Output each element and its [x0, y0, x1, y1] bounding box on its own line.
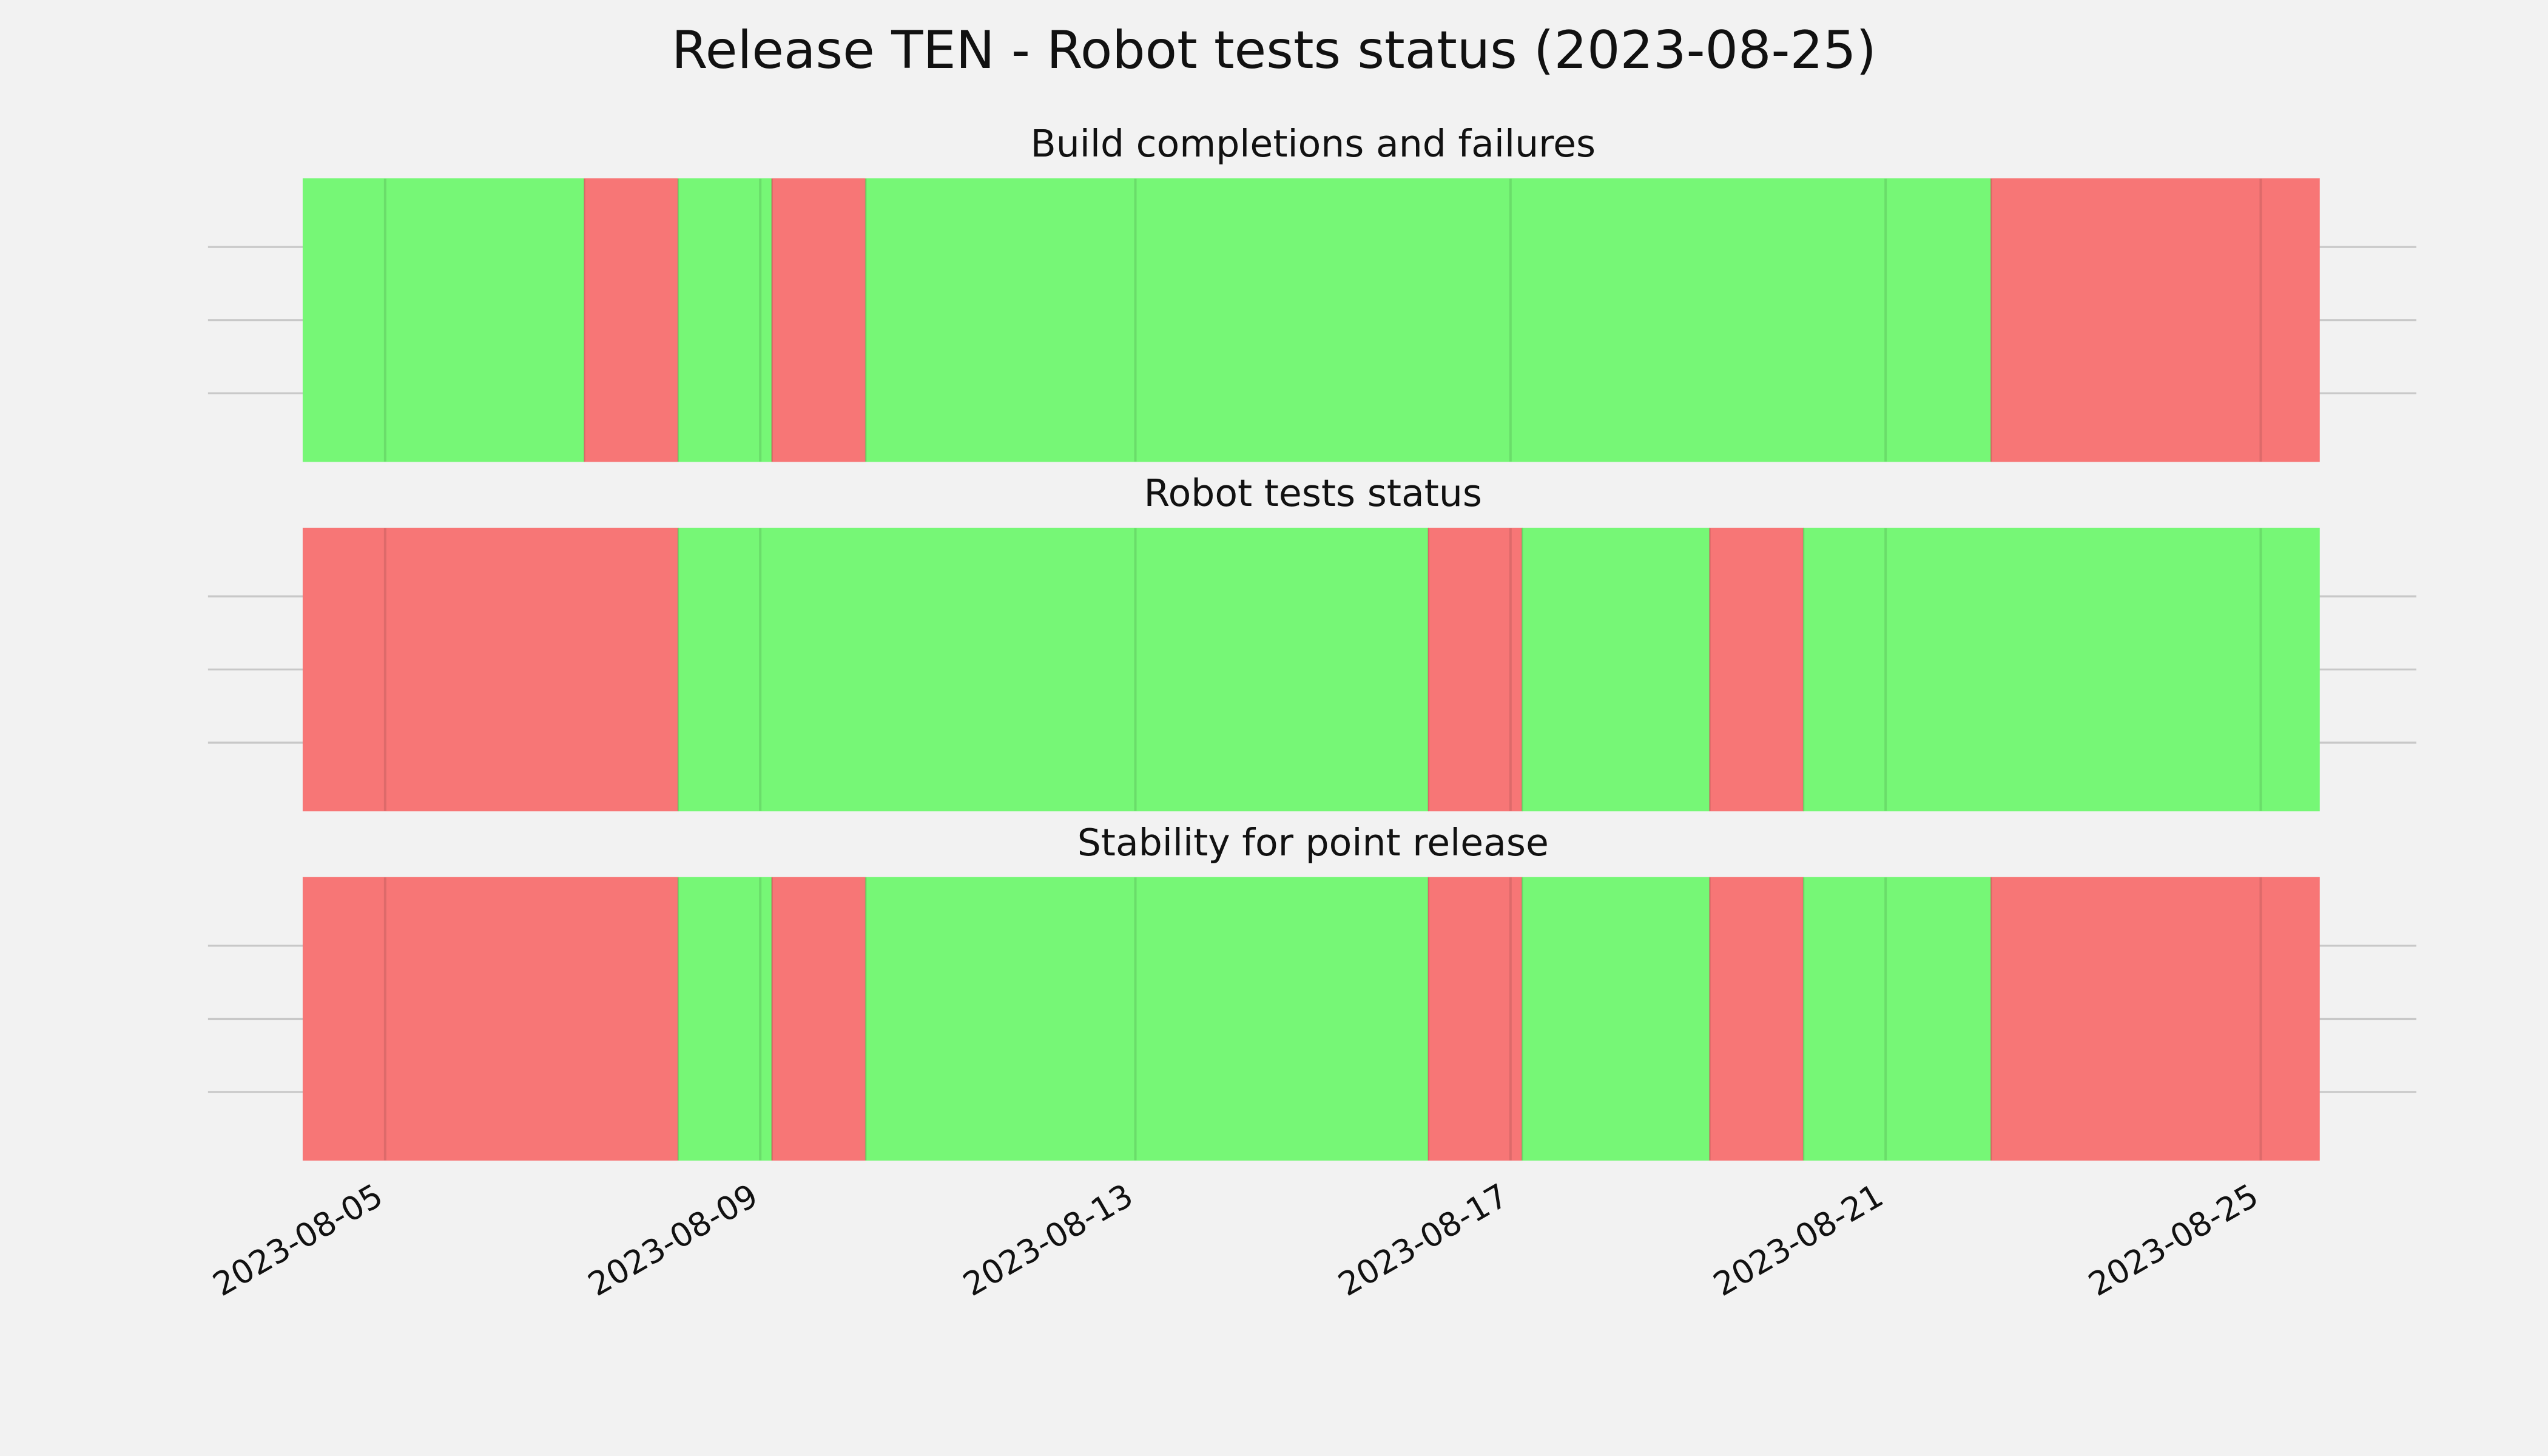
x-tick-label: 2023-08-13 [957, 1176, 1139, 1304]
status-segment [1427, 527, 1523, 812]
status-segment [1522, 877, 1710, 1161]
status-segment [1803, 877, 1992, 1161]
status-segment [1709, 527, 1804, 812]
status-segment [865, 877, 1429, 1161]
status-segment [1522, 527, 1710, 812]
status-segment [1709, 877, 1804, 1161]
status-segment [1990, 877, 2320, 1161]
subplot-title: Stability for point release [1077, 821, 1549, 864]
subplot-title: Build completions and failures [1030, 122, 1596, 166]
status-segment [678, 527, 1429, 812]
status-segment [302, 877, 679, 1161]
status-segment [678, 877, 773, 1161]
status-segment [302, 178, 585, 462]
x-tick-label: 2023-08-21 [1707, 1176, 1890, 1304]
status-segment [302, 527, 679, 812]
status-segment [1427, 877, 1523, 1161]
x-tick-label: 2023-08-09 [582, 1176, 764, 1304]
status-segment [584, 178, 679, 462]
status-segment [771, 877, 866, 1161]
status-segment [771, 178, 866, 462]
x-tick-label: 2023-08-17 [1332, 1176, 1514, 1304]
x-tick-label: 2023-08-25 [2082, 1176, 2265, 1304]
chart-title: Release TEN - Robot tests status (2023-0… [672, 20, 1876, 81]
status-segment [678, 178, 773, 462]
subplot-title: Robot tests status [1144, 471, 1482, 515]
status-segment [1990, 178, 2320, 462]
status-segment [1803, 527, 2320, 812]
status-segment [865, 178, 1992, 462]
x-tick-label: 2023-08-05 [206, 1176, 389, 1304]
